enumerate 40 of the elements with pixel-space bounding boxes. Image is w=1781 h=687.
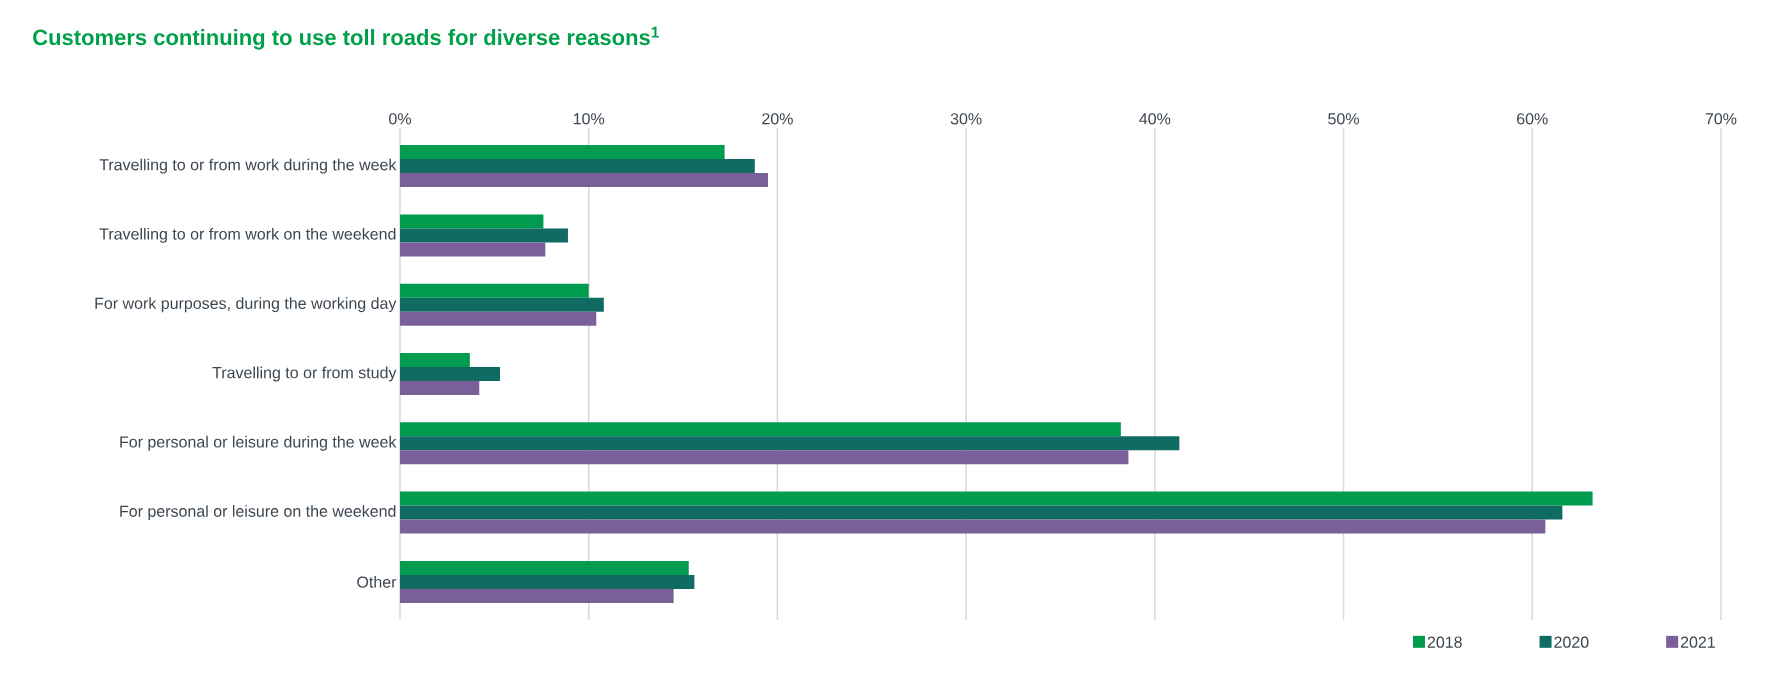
- bar: [400, 353, 470, 367]
- x-tick-label: 0%: [389, 113, 411, 125]
- bar: [400, 242, 546, 257]
- bar: [400, 436, 1180, 451]
- bar: [400, 159, 755, 174]
- bar: [400, 505, 1563, 520]
- y-tick-label: Other: [357, 576, 397, 588]
- x-tick-label: 10%: [573, 113, 605, 125]
- bar: [400, 381, 480, 395]
- bar: [400, 297, 604, 312]
- bar: [400, 145, 725, 160]
- x-tick-label: 50%: [1328, 113, 1359, 125]
- y-tick-label: For personal or leisure on the weekend: [120, 505, 396, 521]
- x-tick-label: 70%: [1705, 113, 1737, 125]
- x-tick-label: 60%: [1517, 113, 1548, 125]
- bar: [400, 588, 674, 603]
- chart-title: Customers continuing to use toll roads for diverse reasons$^{1}$: [33, 26, 659, 50]
- x-tick-label: 20%: [762, 113, 793, 125]
- bar: [400, 519, 1546, 534]
- y-tick-label: For work purposes, during the working day: [95, 297, 397, 313]
- bar: [400, 214, 544, 229]
- y-tick-label: Travelling to or from study: [212, 366, 397, 382]
- bar: [400, 173, 768, 188]
- bar: [400, 560, 689, 575]
- bar: [400, 367, 501, 381]
- y-tick-label: Travelling to or from work on the weekend: [99, 227, 396, 243]
- bar: [400, 574, 695, 589]
- bar: [400, 422, 1121, 437]
- y-tick-label: For personal or leisure during the week: [120, 435, 397, 451]
- legend-label: 2020: [1554, 636, 1589, 648]
- x-tick-label: 30%: [950, 113, 982, 125]
- y-tick-label: Travelling to or from work during the week: [99, 158, 397, 174]
- bar: [400, 450, 1129, 465]
- bar: [400, 228, 568, 243]
- bar: [400, 491, 1593, 506]
- legend-label: 2018: [1427, 636, 1462, 648]
- bar: [400, 283, 589, 298]
- x-tick-label: 40%: [1139, 113, 1171, 125]
- bar: [400, 311, 597, 326]
- legend-label: 2021: [1680, 636, 1715, 648]
